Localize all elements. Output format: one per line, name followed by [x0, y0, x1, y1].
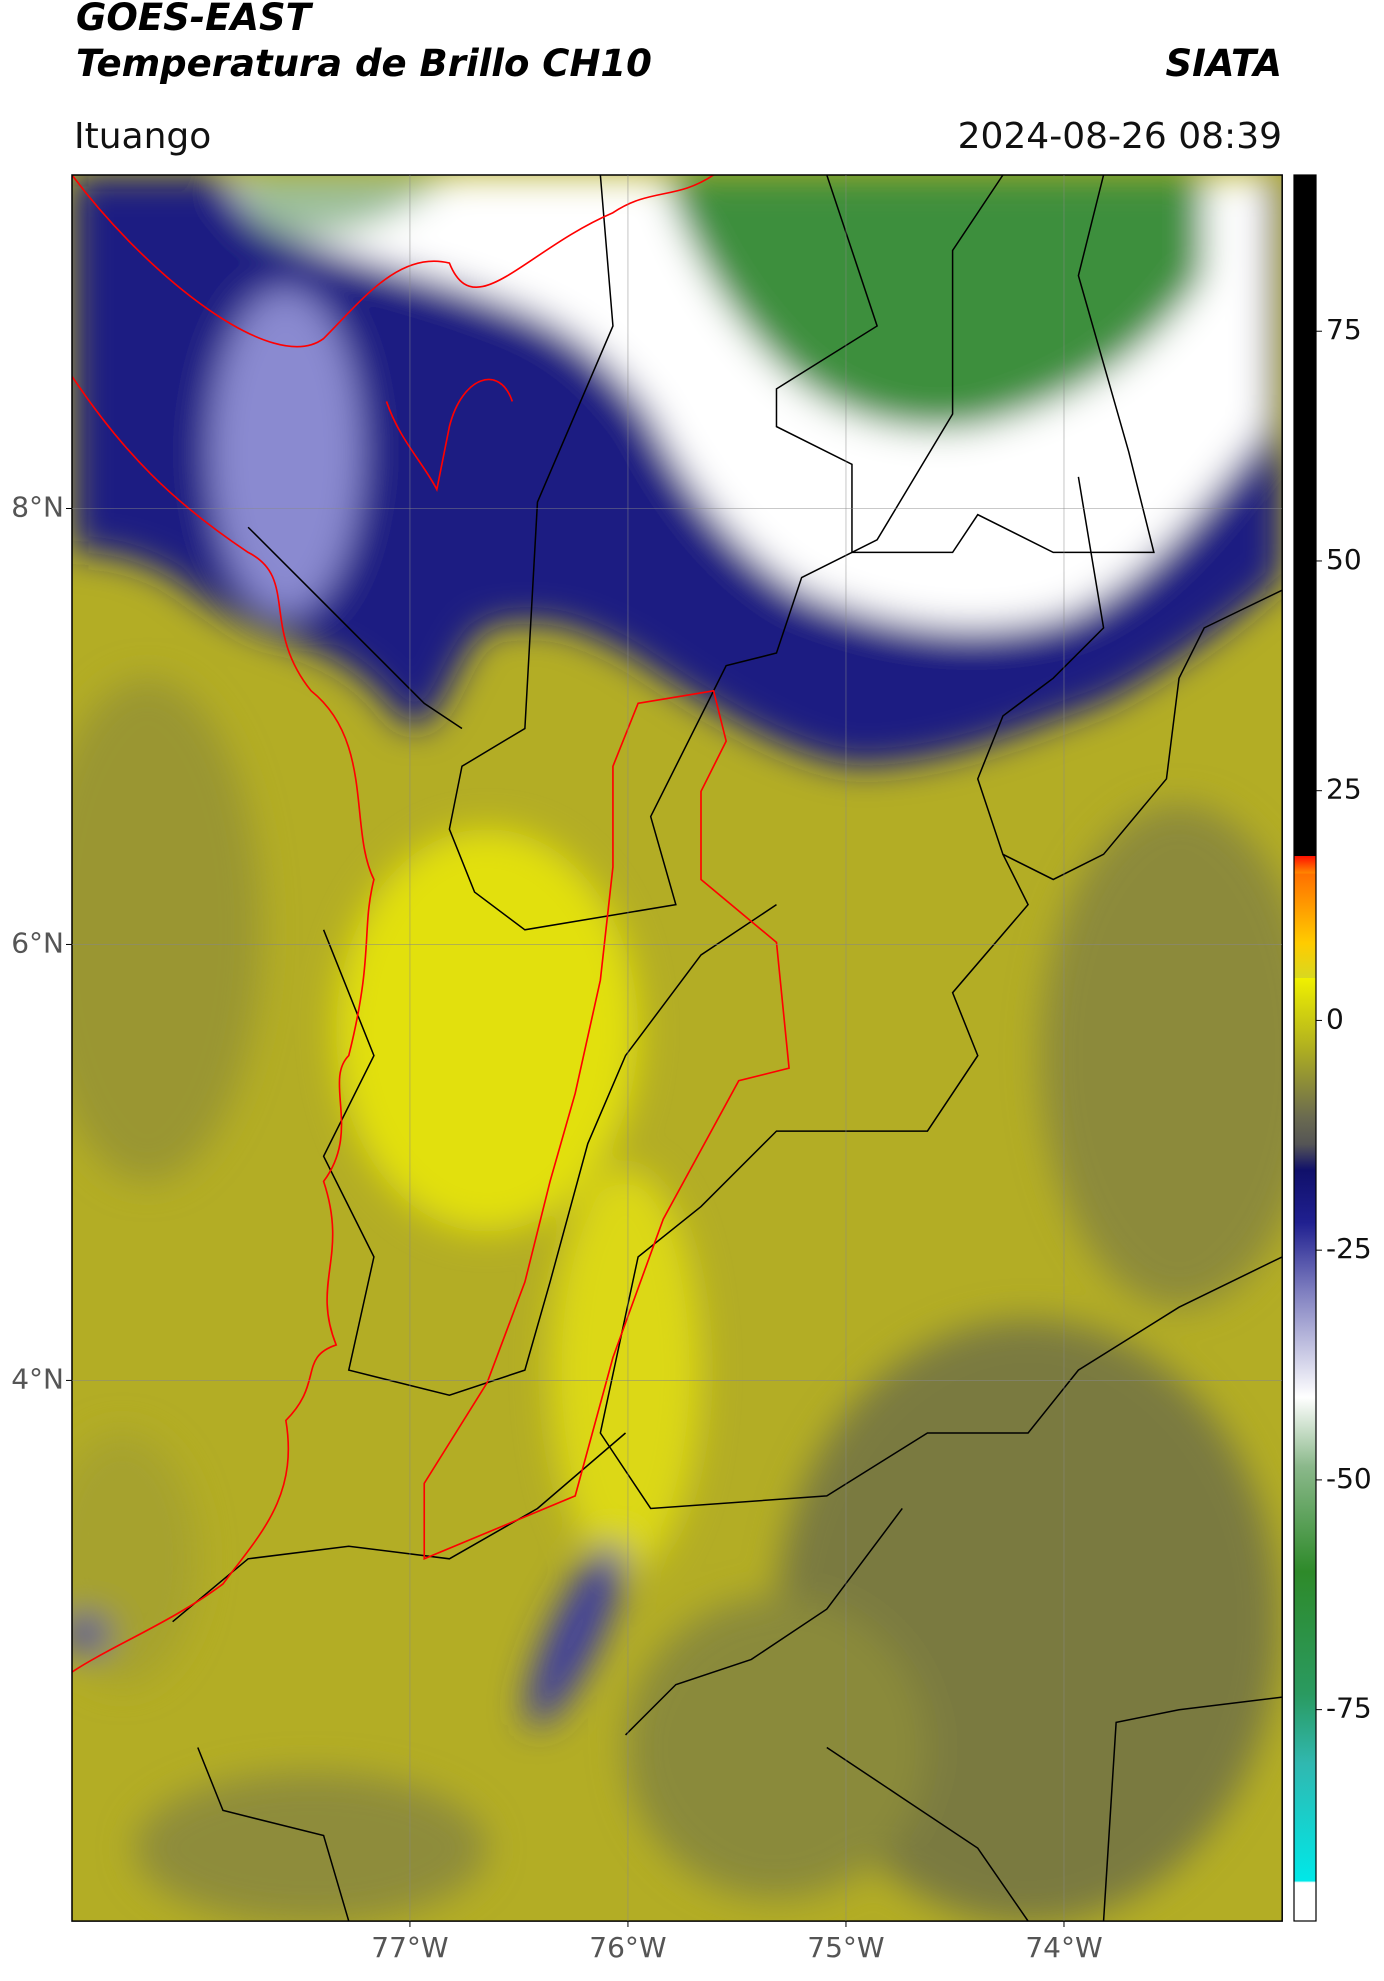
- agency: SIATA: [1165, 42, 1282, 85]
- colorbar-scale: [1293, 174, 1317, 1922]
- satellite-image: [71, 174, 1283, 1922]
- colorbar-tick-label: -50: [1326, 1462, 1372, 1495]
- colorbar-tick-label: -25: [1326, 1232, 1372, 1265]
- title: GOES-EAST: [76, 0, 314, 39]
- x-tick-label: 74°W: [1025, 1931, 1102, 1964]
- boundaries: [172, 175, 1283, 1922]
- y-tick-label: 6°N: [11, 926, 64, 959]
- x-tick-label: 76°W: [589, 1931, 666, 1964]
- colorbar-tick-label: -75: [1326, 1692, 1372, 1725]
- coastline-and-region: [72, 175, 790, 1673]
- colorbar-tick-label: 50: [1326, 543, 1362, 576]
- colorbar: 75 50 25 0 -25 -50 -75: [1293, 174, 1372, 1922]
- x-tick-label: 75°W: [807, 1931, 884, 1964]
- datetime: 2024-08-26 08:39: [958, 116, 1282, 157]
- y-tick-label: 8°N: [11, 491, 64, 524]
- subtitle: Temperatura de Brillo CH10: [76, 42, 652, 85]
- colorbar-tick-label: 75: [1326, 313, 1362, 346]
- colorbar-tick-label: 25: [1326, 773, 1362, 806]
- location: Ituango: [74, 116, 211, 157]
- y-tick-label: 4°N: [11, 1362, 64, 1395]
- colorbar-tick-label: 0: [1326, 1002, 1344, 1035]
- x-tick-label: 77°W: [371, 1931, 448, 1964]
